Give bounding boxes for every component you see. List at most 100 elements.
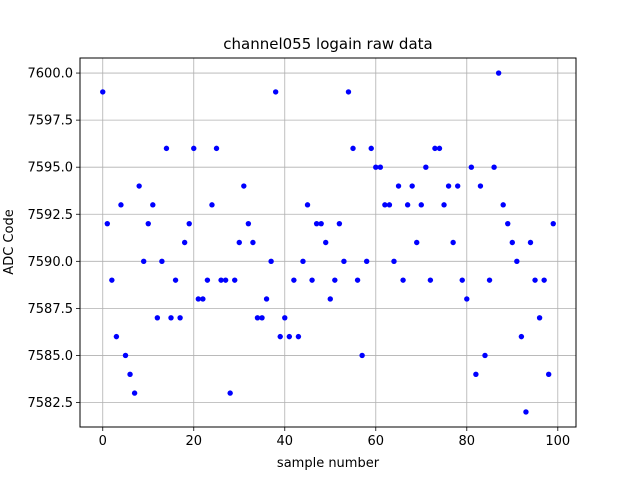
data-point [113, 333, 120, 340]
y-tick-label: 7585.0 [28, 349, 74, 364]
data-point [414, 239, 420, 246]
data-point [191, 145, 197, 152]
y-tick-label: 7590.0 [28, 255, 74, 270]
data-point [232, 277, 238, 283]
data-point [477, 183, 484, 189]
data-point [313, 220, 320, 227]
data-point [318, 220, 324, 227]
data-point [300, 258, 306, 265]
data-point [277, 333, 283, 340]
data-point [427, 277, 434, 283]
data-point [127, 371, 133, 377]
data-point [327, 296, 333, 302]
data-point [195, 296, 202, 302]
data-point [172, 277, 179, 283]
data-point [250, 239, 256, 246]
x-tick-label: 100 [545, 434, 570, 449]
data-point [218, 277, 224, 283]
chart-title: channel055 logain raw data [223, 35, 432, 53]
data-point [464, 296, 470, 302]
data-point [100, 89, 106, 95]
data-point [209, 202, 215, 208]
y-tick-label: 7595.0 [28, 161, 74, 176]
data-point [309, 277, 315, 283]
data-point [323, 239, 329, 246]
data-point [377, 164, 384, 170]
data-point [282, 315, 288, 321]
data-point [350, 145, 356, 152]
data-point [436, 145, 443, 152]
data-point [241, 183, 247, 189]
data-point [204, 277, 211, 283]
data-point [495, 70, 502, 76]
data-point [432, 145, 438, 152]
data-point [154, 315, 161, 321]
data-point [259, 315, 265, 321]
data-point [373, 164, 379, 170]
data-point [263, 296, 270, 302]
data-point [341, 258, 347, 265]
data-point [163, 145, 170, 152]
data-point [441, 202, 447, 208]
data-point [213, 145, 220, 152]
data-point [532, 277, 538, 283]
data-point [268, 258, 274, 265]
data-point [550, 220, 556, 227]
data-point [400, 277, 406, 283]
data-point [454, 183, 461, 189]
data-point [104, 220, 111, 227]
data-point [118, 202, 124, 208]
data-point [236, 239, 242, 246]
data-point [486, 277, 493, 283]
y-tick-label: 7597.5 [28, 114, 74, 129]
data-point [286, 333, 293, 340]
y-axis-label: ADC Code [2, 209, 17, 274]
data-point [459, 277, 465, 283]
data-point [136, 183, 142, 189]
data-point [227, 390, 233, 396]
data-point [491, 164, 497, 170]
y-tick-label: 7592.5 [28, 208, 74, 223]
data-point [145, 220, 151, 227]
x-tick-label: 40 [276, 434, 293, 449]
data-point [523, 409, 529, 415]
data-point [473, 371, 479, 377]
data-point [418, 202, 424, 208]
y-tick-label: 7582.5 [28, 396, 74, 411]
data-point [291, 277, 297, 283]
plot-area-frame [79, 57, 577, 428]
data-point [468, 164, 475, 170]
x-tick-label: 60 [368, 434, 385, 449]
data-point [363, 258, 370, 265]
data-point [168, 315, 174, 321]
data-point [181, 239, 188, 246]
data-point [409, 183, 415, 189]
data-point [141, 258, 147, 265]
data-point [518, 333, 525, 340]
y-tick-label: 7587.5 [28, 302, 74, 317]
data-point [386, 202, 393, 208]
data-point [122, 352, 129, 359]
data-point [541, 277, 547, 283]
data-point [295, 333, 302, 340]
data-point [150, 202, 156, 208]
grid [80, 58, 576, 427]
x-tick-label: 80 [459, 434, 476, 449]
data-point [404, 202, 411, 208]
data-point [159, 258, 165, 265]
data-point [254, 315, 261, 321]
data-point [354, 277, 361, 283]
data-point [514, 258, 520, 265]
data-point [272, 89, 279, 95]
data-point [527, 239, 534, 246]
y-tick-label: 7600.0 [28, 67, 74, 82]
data-points [100, 70, 556, 415]
data-point [304, 202, 311, 208]
data-point [423, 164, 429, 170]
data-point [332, 277, 338, 283]
data-point [336, 220, 343, 227]
data-point [359, 352, 365, 359]
data-point [500, 202, 506, 208]
